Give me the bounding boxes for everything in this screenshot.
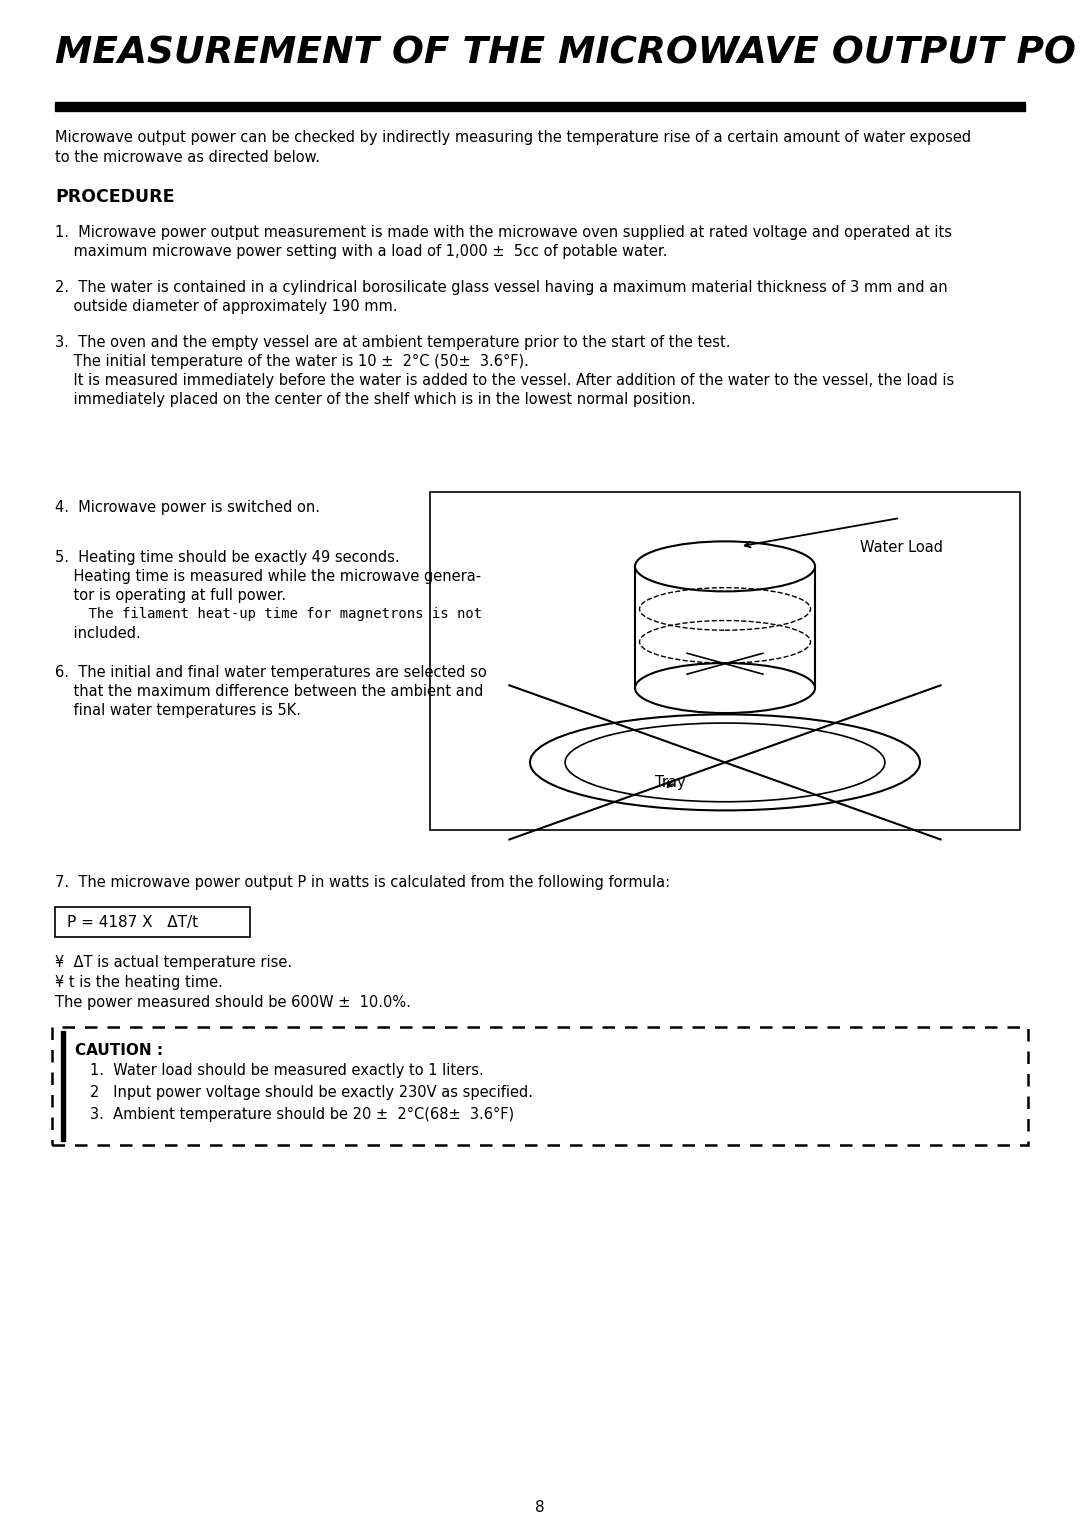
Bar <box>635 567 815 688</box>
Text: 1.  Water load should be measured exactly to 1 liters.: 1. Water load should be measured exactly… <box>90 1063 484 1077</box>
Text: Tray: Tray <box>654 775 686 790</box>
Text: 4.  Microwave power is switched on.: 4. Microwave power is switched on. <box>55 500 320 515</box>
Text: outside diameter of approximately 190 mm.: outside diameter of approximately 190 mm… <box>55 299 397 313</box>
Text: The initial temperature of the water is 10 ±  2°C (50±  3.6°F).: The initial temperature of the water is … <box>55 354 529 370</box>
Text: that the maximum difference between the ambient and: that the maximum difference between the … <box>55 685 484 698</box>
Text: 3.  The oven and the empty vessel are at ambient temperature prior to the start : 3. The oven and the empty vessel are at … <box>55 335 730 350</box>
Ellipse shape <box>530 715 920 810</box>
Text: maximum microwave power setting with a load of 1,000 ±  5cc of potable water.: maximum microwave power setting with a l… <box>55 244 667 260</box>
Text: 7.  The microwave power output P in watts is calculated from the following formu: 7. The microwave power output P in watts… <box>55 876 670 889</box>
Text: to the microwave as directed below.: to the microwave as directed below. <box>55 150 320 165</box>
Text: 8: 8 <box>536 1500 544 1514</box>
Ellipse shape <box>635 541 815 591</box>
Text: 6.  The initial and final water temperatures are selected so: 6. The initial and final water temperatu… <box>55 665 487 680</box>
Text: Water Load: Water Load <box>860 539 943 555</box>
Text: included.: included. <box>55 626 140 642</box>
Text: MEASUREMENT OF THE MICROWAVE OUTPUT POWER: MEASUREMENT OF THE MICROWAVE OUTPUT POWE… <box>55 35 1080 70</box>
Bar <box>60 1031 65 1141</box>
Ellipse shape <box>635 663 815 714</box>
Text: CAUTION :: CAUTION : <box>75 1044 163 1057</box>
Text: 2   Input power voltage should be exactly 230V as specified.: 2 Input power voltage should be exactly … <box>90 1085 534 1100</box>
Text: 2.  The water is contained in a cylindrical borosilicate glass vessel having a m: 2. The water is contained in a cylindric… <box>55 280 947 295</box>
Text: Heating time is measured while the microwave genera-: Heating time is measured while the micro… <box>55 568 481 584</box>
Text: ¥  ΔT is actual temperature rise.: ¥ ΔT is actual temperature rise. <box>55 955 292 970</box>
Text: ¥ t is the heating time.: ¥ t is the heating time. <box>55 975 222 990</box>
Text: It is measured immediately before the water is added to the vessel. After additi: It is measured immediately before the wa… <box>55 373 955 388</box>
Text: 1.  Microwave power output measurement is made with the microwave oven supplied : 1. Microwave power output measurement is… <box>55 225 951 240</box>
Text: 3.  Ambient temperature should be 20 ±  2°C(68±  3.6°F): 3. Ambient temperature should be 20 ± 2°… <box>90 1106 514 1122</box>
Bar <box>430 492 1020 830</box>
Text: immediately placed on the center of the shelf which is in the lowest normal posi: immediately placed on the center of the … <box>55 393 696 406</box>
Text: PROCEDURE: PROCEDURE <box>55 188 175 206</box>
Text: The filament heat-up time for magnetrons is not: The filament heat-up time for magnetrons… <box>55 607 482 620</box>
Text: tor is operating at full power.: tor is operating at full power. <box>55 588 286 604</box>
Bar <box>55 102 1025 112</box>
Text: 5.  Heating time should be exactly 49 seconds.: 5. Heating time should be exactly 49 sec… <box>55 550 400 565</box>
Text: The power measured should be 600W ±  10.0%.: The power measured should be 600W ± 10.0… <box>55 995 410 1010</box>
Bar <box>52 1027 1028 1144</box>
Bar <box>55 908 249 937</box>
Text: final water temperatures is 5K.: final water temperatures is 5K. <box>55 703 301 718</box>
Text: Microwave output power can be checked by indirectly measuring the temperature ri: Microwave output power can be checked by… <box>55 130 971 145</box>
Text: P = 4187 X   ΔT/t: P = 4187 X ΔT/t <box>67 915 198 931</box>
Ellipse shape <box>565 723 885 802</box>
